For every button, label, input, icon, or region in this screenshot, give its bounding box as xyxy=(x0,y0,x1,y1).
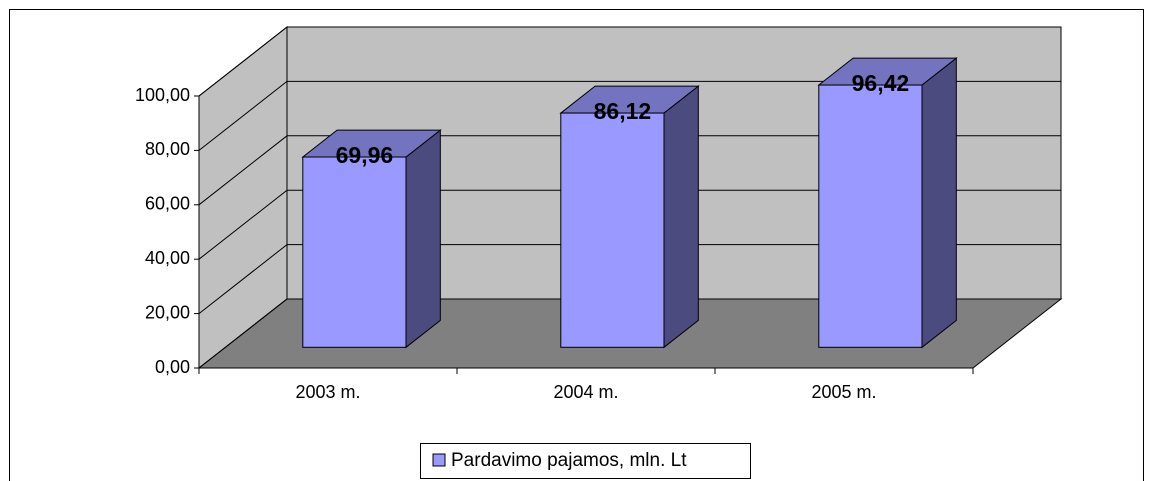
bar-front xyxy=(818,84,923,348)
grid-line xyxy=(198,298,1061,369)
grid-line xyxy=(198,80,1061,151)
value-label: 96,42 xyxy=(852,70,910,96)
legend-box xyxy=(420,443,751,479)
y-tick-label: 100,00 xyxy=(135,85,190,105)
y-tick-label: 80,00 xyxy=(145,139,190,159)
value-label: 86,12 xyxy=(594,98,652,124)
bar xyxy=(301,129,442,349)
y-tick-label: 20,00 xyxy=(145,302,190,322)
bar xyxy=(817,57,958,349)
grid-line xyxy=(198,244,1061,314)
legend-label: Pardavimo pajamos, mln. Lt xyxy=(451,450,687,471)
y-tick-label: 0,00 xyxy=(155,357,190,377)
grid-line xyxy=(198,135,1061,206)
value-label: 69,96 xyxy=(336,142,394,168)
bar-side xyxy=(405,129,441,349)
bar-front xyxy=(560,112,665,348)
y-tick-label: 40,00 xyxy=(145,248,190,268)
grid-line xyxy=(198,26,1061,97)
bar-front xyxy=(302,156,407,348)
x-tick-label: 2003 m. xyxy=(295,382,360,402)
x-tick-label: 2005 m. xyxy=(811,382,876,402)
bar-side xyxy=(921,57,957,349)
bar-side xyxy=(663,85,699,349)
x-tick-label: 2004 m. xyxy=(553,382,618,402)
y-tick-label: 60,00 xyxy=(145,194,190,214)
grid-line xyxy=(198,189,1061,260)
bar xyxy=(559,85,700,349)
legend-swatch xyxy=(432,453,446,467)
